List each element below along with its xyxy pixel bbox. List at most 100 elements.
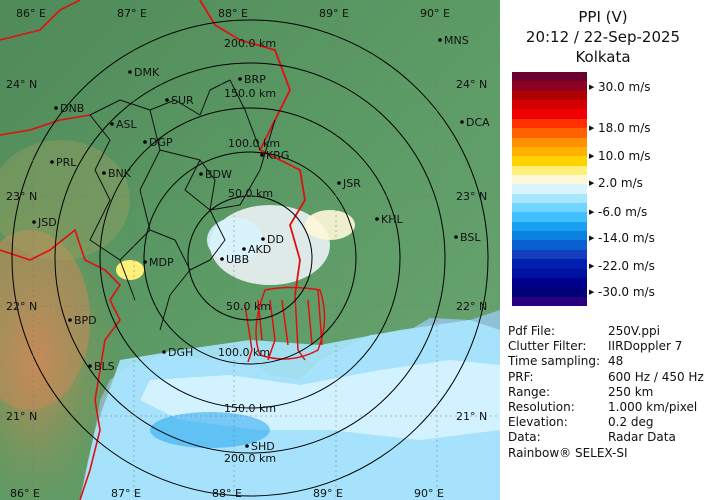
city-label: DMK — [134, 66, 160, 79]
scale-swatch — [512, 146, 587, 157]
longitude-label-bottom: 87° E — [111, 487, 141, 500]
city-label: BNK — [108, 167, 132, 180]
info-row: Range: 250 km — [508, 385, 653, 399]
scale-tick-label: -30.0 m/s — [598, 285, 655, 299]
city-marker — [220, 257, 224, 261]
info-label: PRF: — [508, 369, 534, 384]
city-marker — [54, 106, 58, 110]
scale-swatch — [512, 296, 587, 307]
info-label: Data: — [508, 430, 541, 445]
product-title: PPI (V) — [578, 8, 628, 26]
scan-datetime: 20:12 / 22-Sep-2025 — [525, 28, 681, 46]
scale-swatch — [512, 249, 587, 260]
info-value: 250 km — [608, 384, 654, 399]
info-row: Pdf File: 250V.ppi — [508, 324, 660, 338]
longitude-label-bottom: 86° E — [10, 487, 40, 500]
city-label: BRP — [244, 73, 266, 86]
city-marker — [88, 364, 92, 368]
scale-swatch — [512, 90, 587, 101]
scale-tick-label: 2.0 m/s — [598, 176, 643, 190]
city-label: PRL — [56, 156, 77, 169]
vendor-footer: Rainbow® SELEX-SI — [508, 446, 628, 460]
info-value: 250V.ppi — [608, 324, 660, 338]
range-ring-100 — [143, 151, 357, 365]
city-label: SHD — [251, 440, 275, 453]
graticule — [0, 0, 500, 500]
city-marker — [165, 98, 169, 102]
scale-swatch — [512, 287, 587, 298]
city-marker — [375, 217, 379, 221]
scale-tick-label: 30.0 m/s — [598, 80, 651, 94]
plateau-shade — [0, 230, 90, 410]
info-label: Elevation: — [508, 415, 568, 430]
district-borders — [89, 79, 276, 331]
scale-swatch — [512, 165, 587, 176]
scale-swatch — [512, 100, 587, 110]
latitude-label-left: 23° N — [6, 190, 37, 203]
info-row: Clutter Filter: IIRDoppler 7 — [508, 339, 682, 354]
latitude-label-right: 22° N — [456, 300, 487, 313]
city-label: MDP — [149, 256, 174, 269]
scale-tick-arrow: ▶ — [589, 208, 595, 216]
longitude-label-bottom: 89° E — [313, 487, 343, 500]
scale-swatch — [512, 174, 587, 185]
info-label: Clutter Filter: — [508, 339, 587, 354]
city-label: MNS — [444, 34, 469, 47]
city-label: AKD — [248, 243, 271, 256]
longitude-label-top: 87° E — [117, 7, 147, 20]
info-value: 0.2 deg — [608, 415, 654, 430]
range-rings — [11, 19, 489, 497]
info-value: 1.000 km/pixel — [608, 400, 698, 414]
range-ring-label: 100.0 km — [218, 346, 270, 359]
state-border-west — [0, 0, 121, 500]
city-marker — [460, 120, 464, 124]
city-label: JSD — [37, 216, 57, 229]
info-row: Elevation: 0.2 deg — [508, 415, 654, 430]
city-label: BSL — [460, 231, 481, 244]
range-ring-label: 200.0 km — [224, 37, 276, 50]
range-ring-label: 200.0 km — [224, 452, 276, 465]
latitude-label-left: 22° N — [6, 300, 37, 313]
range-ring-label: 100.0 km — [228, 137, 280, 150]
city-label: KRG — [266, 149, 289, 162]
city-marker — [199, 172, 203, 176]
latitude-label-right: 24° N — [456, 78, 487, 91]
scale-tick-arrow: ▶ — [589, 152, 595, 160]
info-label: Time sampling: — [508, 354, 601, 369]
scale-swatch — [512, 184, 587, 195]
info-row: Data: Radar Data — [508, 430, 676, 445]
borders — [0, 0, 306, 500]
city-marker — [438, 38, 442, 42]
map-labels: 86° E 87° E 88° E 89° E 90° E 86° E 87° E 88° E… — [6, 7, 490, 500]
city-marker — [102, 171, 106, 175]
echo-west-yellow — [116, 260, 144, 280]
city-label: KHL — [381, 213, 403, 226]
city-marker — [143, 140, 147, 144]
city-marker — [238, 77, 242, 81]
info-value: 600 Hz / 450 Hz — [608, 369, 704, 384]
city-label: DCA — [466, 116, 490, 129]
latitude-label-right: 23° N — [456, 190, 487, 203]
scale-swatch — [512, 193, 587, 204]
velocity-color-scale — [512, 72, 587, 307]
latitude-label-left: 24° N — [6, 78, 37, 91]
radar-site: Kolkata — [575, 48, 631, 66]
longitude-label-top: 88° E — [218, 7, 248, 20]
scale-tick-label: -6.0 m/s — [598, 205, 648, 219]
info-value: Radar Data — [608, 430, 676, 445]
city-label: DGP — [149, 136, 173, 149]
longitude-label-top: 90° E — [420, 7, 450, 20]
longitude-label-top: 86° E — [16, 7, 46, 20]
range-ring-label: 50.0 km — [226, 300, 271, 313]
city-label: ASL — [116, 118, 138, 131]
scale-tick-arrow: ▶ — [589, 124, 595, 132]
scale-tick-arrow: ▶ — [589, 179, 595, 187]
city-label: DD — [267, 233, 284, 246]
info-row: Resolution: 1.000 km/pixel — [508, 400, 697, 414]
latitude-label-left: 21° N — [6, 410, 37, 423]
scale-tick-label: -22.0 m/s — [598, 259, 655, 273]
city-marker — [337, 181, 341, 185]
scale-swatch — [512, 128, 587, 139]
scale-tick-arrow: ▶ — [589, 288, 595, 296]
